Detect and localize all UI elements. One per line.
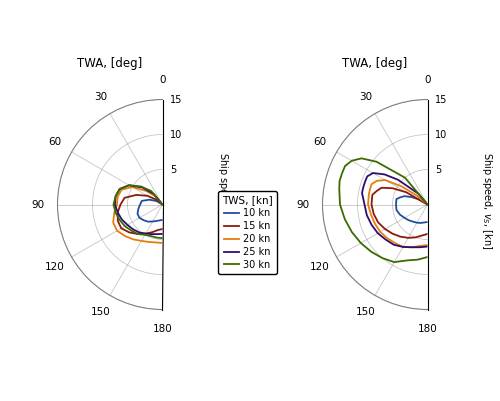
Title: TWA, [deg]: TWA, [deg] <box>342 57 407 70</box>
Title: TWA, [deg]: TWA, [deg] <box>78 57 142 70</box>
Legend: 10 kn, 15 kn, 20 kn, 25 kn, 30 kn: 10 kn, 15 kn, 20 kn, 25 kn, 30 kn <box>218 191 277 274</box>
Text: Ship speed, $v_S$, [kn]: Ship speed, $v_S$, [kn] <box>216 152 230 249</box>
Text: Ship speed, $v_S$, [kn]: Ship speed, $v_S$, [kn] <box>480 152 494 249</box>
